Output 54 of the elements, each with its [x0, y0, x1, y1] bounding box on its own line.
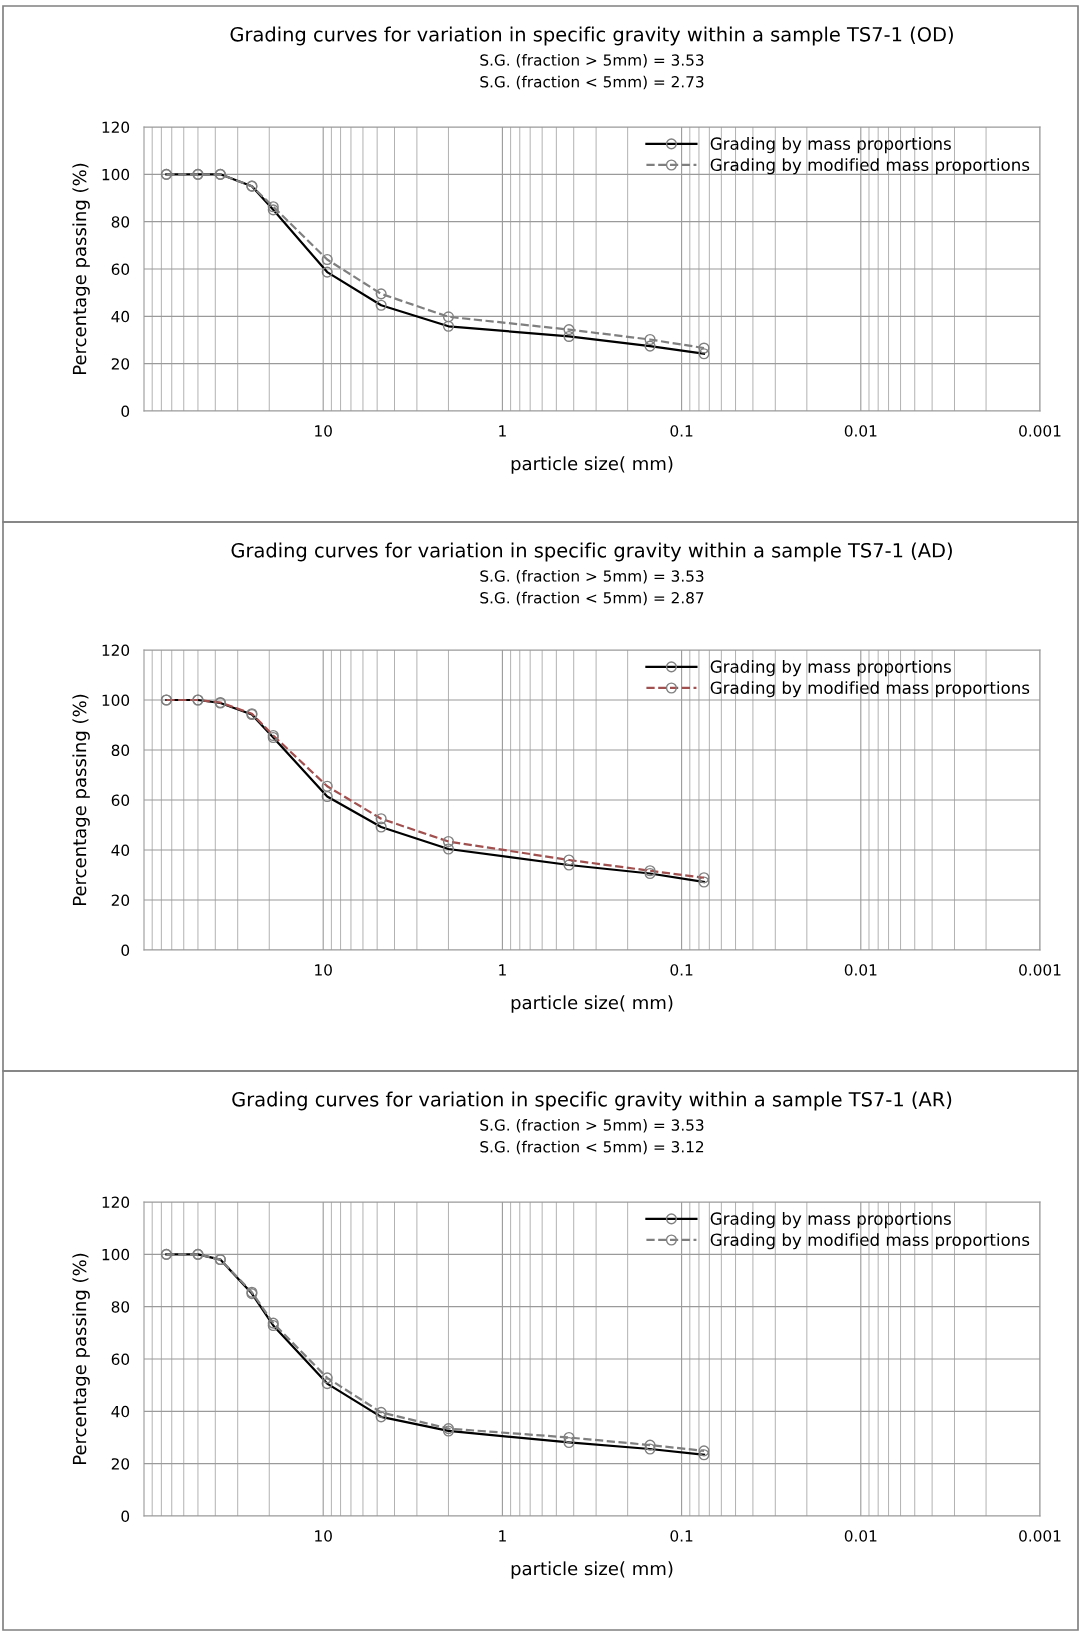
y-tick-label: 0	[121, 944, 130, 957]
y-tick-label: 80	[111, 216, 130, 228]
x-tick-label: 0.01	[844, 425, 877, 437]
x-tick-label: 0.01	[844, 964, 877, 976]
y-tick-label: 60	[111, 794, 130, 807]
y-tick-label: 20	[111, 1458, 130, 1470]
y-tick-label: 80	[111, 744, 130, 757]
y-tick-label: 120	[102, 1196, 130, 1209]
x-tick-label: 1	[499, 1530, 506, 1542]
y-tick-label: 100	[102, 694, 130, 707]
chart-subtitle: S.G. (fraction > 5mm) = 3.53 S.G. (fraction < 5mm) = 2.87	[480, 570, 704, 606]
x-axis-title: particle size( mm)	[511, 1561, 673, 1579]
y-axis-title: Percentage passing (%)	[72, 694, 90, 905]
x-tick-label: 0.001	[1019, 1530, 1061, 1542]
x-tick-label: 0.001	[1019, 425, 1061, 437]
x-axis-title: particle size( mm)	[511, 456, 673, 474]
y-axis-title: Percentage passing (%)	[72, 163, 90, 374]
legend-label: Grading by mass proportions	[710, 660, 951, 677]
chart-title: Grading curves for variation in specific gravity within a sample TS7-1 (AR)	[232, 1091, 952, 1111]
x-tick-label: 10	[315, 425, 332, 437]
y-tick-label: 20	[111, 894, 130, 907]
x-tick-label: 0.01	[844, 1530, 877, 1542]
y-axis-title: Percentage passing (%)	[72, 1253, 90, 1464]
x-tick-label: 10	[315, 964, 332, 976]
chart-title: Grading curves for variation in specific gravity within a sample TS7-1 (AD)	[231, 542, 952, 562]
x-tick-label: 1	[499, 964, 506, 976]
y-tick-label: 100	[102, 168, 130, 181]
x-tick-label: 1	[499, 425, 506, 437]
x-tick-label: 0.1	[670, 964, 693, 976]
y-tick-label: 60	[111, 1353, 130, 1366]
y-tick-label: 20	[111, 358, 130, 370]
x-axis-title: particle size( mm)	[511, 995, 673, 1013]
x-tick-label: 0.1	[670, 425, 693, 437]
chart-subtitle: S.G. (fraction > 5mm) = 3.53 S.G. (fraction < 5mm) = 3.12	[480, 1119, 704, 1155]
x-tick-label: 0.001	[1019, 964, 1061, 976]
y-tick-label: 100	[102, 1248, 130, 1261]
y-tick-label: 40	[111, 1405, 130, 1418]
legend-label: Grading by modified mass proportions	[710, 1233, 1030, 1250]
legend-label: Grading by modified mass proportions	[710, 681, 1030, 698]
y-tick-label: 80	[111, 1301, 130, 1313]
x-tick-label: 10	[315, 1530, 332, 1542]
y-tick-label: 120	[102, 121, 130, 134]
chart-title: Grading curves for variation in specific gravity within a sample TS7-1 (OD)	[230, 26, 953, 46]
legend-label: Grading by modified mass proportions	[710, 158, 1030, 175]
legend-label: Grading by mass proportions	[710, 137, 951, 154]
legend-label: Grading by mass proportions	[710, 1212, 951, 1229]
y-tick-label: 40	[111, 844, 130, 857]
x-tick-label: 0.1	[670, 1530, 693, 1542]
y-tick-label: 0	[121, 405, 130, 418]
y-tick-label: 120	[102, 644, 130, 657]
chart-subtitle: S.G. (fraction > 5mm) = 3.53 S.G. (fraction < 5mm) = 2.73	[480, 54, 704, 90]
y-tick-label: 60	[111, 263, 130, 276]
y-tick-label: 40	[111, 310, 130, 323]
y-tick-label: 0	[121, 1510, 130, 1523]
